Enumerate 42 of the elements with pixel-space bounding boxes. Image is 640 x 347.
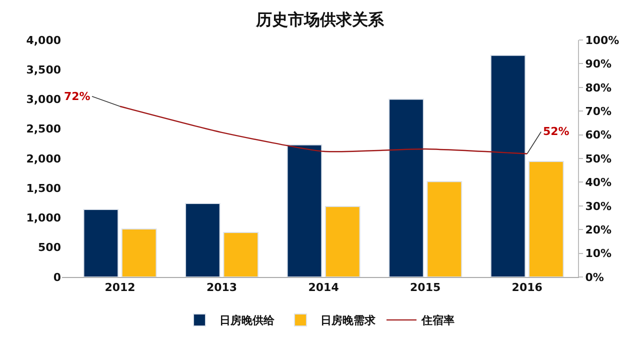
y-tick-label: 0: [53, 270, 62, 284]
y-tick-label: 3,000: [26, 93, 62, 106]
data-label: 52%: [543, 125, 570, 138]
y2-tick-label: 70%: [585, 104, 612, 118]
y2-tick-label: 30%: [585, 200, 612, 213]
bar: [324, 206, 360, 277]
data-label: 72%: [64, 90, 90, 103]
y2-tick-label: 0%: [585, 270, 604, 284]
bar: [388, 98, 424, 277]
legend-label: 日房晚供给: [220, 314, 276, 328]
x-tick-label: 2014: [308, 281, 340, 294]
bar: [83, 208, 119, 277]
y-tick-label: 2,000: [26, 152, 62, 166]
y-tick-label: 500: [38, 241, 62, 254]
bar: [121, 228, 157, 277]
x-tick-label: 2015: [410, 281, 441, 294]
x-tick-label: 2016: [512, 281, 543, 294]
y2-tick-label: 40%: [585, 176, 612, 190]
y-tick-label: 2,500: [26, 122, 62, 136]
chart-title: 历史市场供求关系: [255, 10, 385, 30]
bar: [223, 232, 259, 277]
bar: [528, 160, 564, 277]
bar: [185, 203, 220, 277]
y-tick-label: 4,000: [26, 34, 62, 47]
y2-tick-label: 20%: [585, 223, 612, 236]
legend-label: 日房晚需求: [320, 314, 376, 328]
bar: [426, 181, 462, 277]
y-tick-label: 3,500: [26, 63, 62, 76]
y2-tick-label: 100%: [585, 34, 620, 47]
legend-label: 住宿率: [420, 314, 454, 328]
x-tick-label: 2012: [104, 281, 136, 294]
y-tick-label: 1,000: [26, 212, 62, 225]
y-tick-label: 1,500: [26, 182, 62, 195]
x-tick-label: 2013: [206, 281, 238, 294]
y2-tick-label: 80%: [585, 81, 612, 94]
line-series: [119, 106, 528, 154]
y2-tick-label: 60%: [585, 128, 612, 142]
y2-tick-label: 10%: [585, 247, 612, 260]
bar: [490, 54, 526, 277]
bar: [286, 144, 322, 277]
y2-tick-label: 90%: [585, 58, 612, 71]
y2-tick-label: 50%: [585, 152, 612, 166]
